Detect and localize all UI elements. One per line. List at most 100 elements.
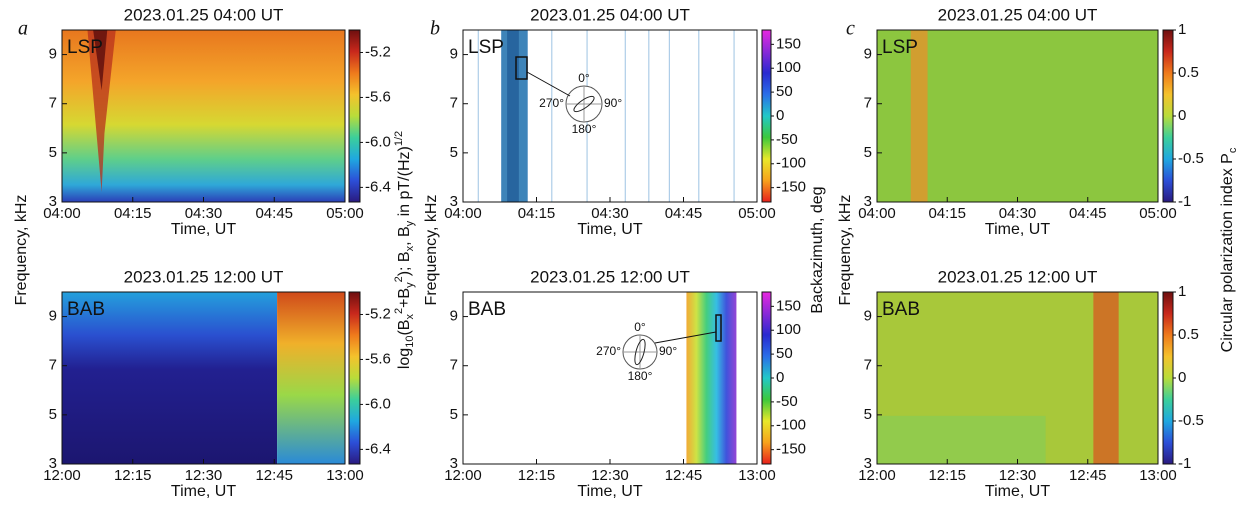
colorbar-tick-label: 0 — [776, 369, 784, 386]
colorbar-tick-label: -150 — [776, 179, 806, 196]
y-tick-label: 7 — [450, 95, 458, 112]
y-tick-label: 5 — [49, 406, 57, 423]
station-label: LSP — [468, 37, 504, 58]
y-tick-label: 7 — [864, 357, 872, 374]
heatmap-image — [61, 29, 346, 203]
x-axis-label: Time, UT — [171, 483, 236, 500]
station-label: LSP — [67, 37, 103, 58]
y-tick-label: 5 — [864, 406, 872, 423]
label-part: 10 — [404, 336, 416, 348]
y-tick-label: 5 — [864, 144, 872, 161]
label-part: c — [1227, 147, 1239, 153]
y-axis-label: Frequency, kHz — [837, 195, 854, 306]
inset-label: 180° — [628, 369, 653, 383]
plot-title: 2023.01.25 12:00 UT — [530, 267, 690, 286]
colorbar-tick-label: -150 — [776, 441, 806, 458]
selection-box — [715, 314, 722, 342]
x-tick-label: 04:00 — [43, 205, 81, 222]
y-tick-label: 3 — [864, 455, 872, 472]
x-tick-label: 04:30 — [591, 205, 629, 222]
heatmap-region — [551, 30, 553, 202]
colorbar-tick-label: -100 — [776, 417, 806, 434]
label-part: y — [404, 220, 416, 226]
heatmap-region — [507, 30, 519, 202]
pointer-line — [526, 71, 571, 97]
colorbar-label: log10(Bx2+By2); Bx, By in pT/(Hz)1/2 — [393, 131, 416, 369]
label-part: x — [404, 314, 416, 320]
station-label: BAB — [67, 299, 105, 320]
heatmap-region — [62, 292, 278, 464]
inset-label: 0° — [578, 71, 590, 85]
colorbar-tick-label: 0.5 — [1178, 326, 1199, 343]
polarization-ellipse — [573, 95, 595, 113]
heatmap-region — [501, 30, 528, 202]
polarization-ellipse — [634, 338, 646, 366]
plot-title: 2023.01.25 04:00 UT — [938, 5, 1098, 24]
heatmap-image — [462, 291, 758, 465]
y-axis-label: Frequency, kHz — [13, 195, 30, 306]
x-tick-label: 04:00 — [858, 205, 896, 222]
inset-label: 90° — [604, 96, 622, 110]
y-tick-label: 5 — [450, 406, 458, 423]
heatmap-region — [277, 292, 345, 464]
inset-label: 90° — [659, 344, 677, 358]
label-part: in pT/(Hz) — [396, 146, 413, 221]
colorbar-tick-label: 0 — [776, 107, 784, 124]
colorbar-tick-label: -1 — [1178, 193, 1191, 210]
y-tick-label: 5 — [49, 144, 57, 161]
colorbar-tick-label: 1 — [1178, 283, 1186, 300]
x-tick-label: 04:15 — [518, 205, 556, 222]
station-label: LSP — [882, 37, 918, 58]
colorbar — [761, 291, 772, 465]
colorbar-tick-label: -5.2 — [365, 305, 391, 322]
x-axis-label: Time, UT — [985, 221, 1050, 238]
label-part: Circular polarization index P — [1219, 153, 1236, 352]
x-tick-label: 12:00 — [43, 467, 81, 484]
pointer-line — [654, 331, 717, 344]
heatmap-region — [477, 30, 479, 202]
y-tick-label: 3 — [49, 193, 57, 210]
y-tick-label: 7 — [49, 357, 57, 374]
colorbar-tick-label: -6.0 — [365, 395, 391, 412]
x-tick-label: 04:45 — [255, 205, 293, 222]
colorbar-tick-label: -100 — [776, 155, 806, 172]
plot-title: 2023.01.25 12:00 UT — [938, 267, 1098, 286]
label-part: , B — [396, 226, 413, 246]
inset-label: 270° — [539, 96, 564, 110]
colorbar-tick-label: -5.2 — [365, 43, 391, 60]
heatmap-region — [910, 30, 928, 202]
label-part: 2 — [393, 276, 405, 282]
heatmap-image — [876, 291, 1159, 465]
y-tick-label: 7 — [864, 95, 872, 112]
x-tick-label: 13:00 — [738, 467, 776, 484]
y-tick-label: 3 — [450, 193, 458, 210]
x-tick-label: 13:00 — [326, 467, 364, 484]
heatmap-region — [686, 292, 737, 464]
colorbar-tick-label: 50 — [776, 345, 793, 362]
x-tick-label: 04:45 — [1069, 205, 1107, 222]
x-tick-label: 12:30 — [185, 467, 223, 484]
heatmap-region — [698, 30, 700, 202]
y-tick-label: 3 — [450, 455, 458, 472]
colorbar — [348, 291, 361, 465]
x-tick-label: 12:15 — [928, 467, 966, 484]
colorbar-tick-label: -50 — [776, 131, 798, 148]
x-axis-label: Time, UT — [577, 483, 642, 500]
colorbar — [348, 29, 361, 203]
colorbar-tick-label: 100 — [776, 321, 801, 338]
label-part: log — [396, 348, 413, 369]
colorbar-tick-label: 100 — [776, 59, 801, 76]
colorbar — [1162, 29, 1174, 203]
x-tick-label: 04:30 — [185, 205, 223, 222]
colorbar-tick-label: -1 — [1178, 455, 1191, 472]
x-tick-label: 04:30 — [999, 205, 1037, 222]
colorbar-tick-label: -6.4 — [365, 178, 391, 195]
label-part: +B — [396, 288, 413, 308]
heatmap-region — [93, 30, 108, 91]
colorbar-tick-label: -0.5 — [1178, 150, 1204, 167]
y-tick-label: 5 — [450, 144, 458, 161]
colorbar-tick-label: -0.5 — [1178, 412, 1204, 429]
heatmap-image — [876, 29, 1159, 203]
inset-label: 180° — [572, 122, 597, 136]
heatmap-image — [462, 29, 758, 203]
